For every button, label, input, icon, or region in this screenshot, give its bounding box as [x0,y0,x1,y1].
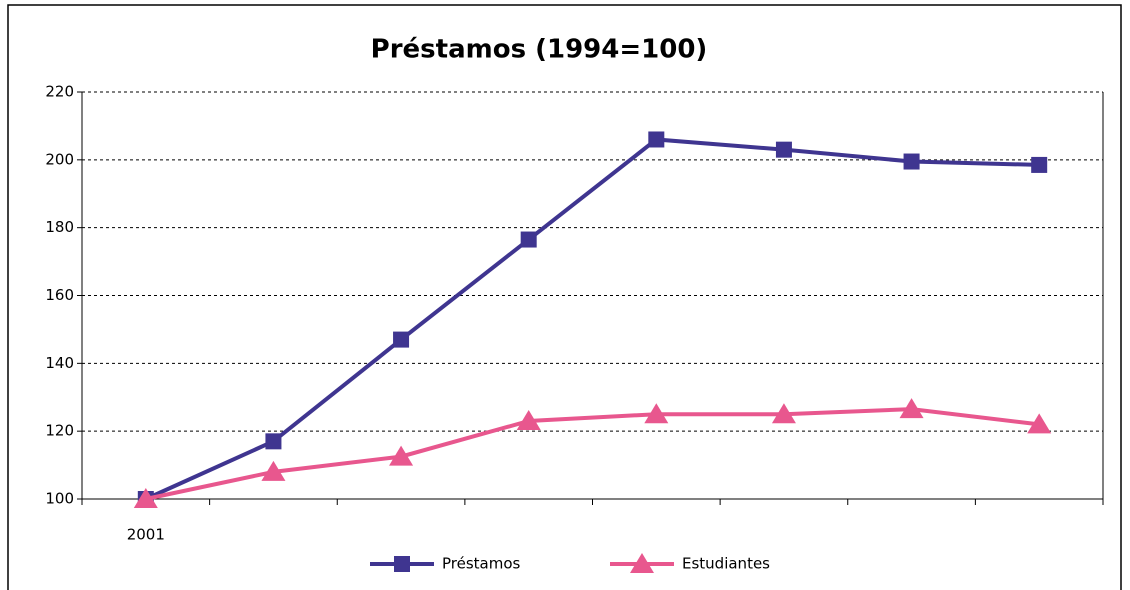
legend-label: Préstamos [442,555,521,573]
data-point [133,488,158,508]
legend-label: Estudiantes [682,555,770,573]
y-tick-label: 180 [45,218,74,236]
data-point [520,231,537,248]
x-tick-label: 2001 [127,526,165,544]
series-line [144,137,1040,501]
y-tick-label: 100 [45,490,74,508]
data-point [389,445,414,466]
data-point [516,409,541,430]
data-point [265,433,282,450]
data-point [261,460,286,481]
data-point [644,403,669,424]
y-tick-label: 220 [45,83,74,101]
data-point [899,398,924,419]
chart-title: Préstamos (1994=100) [371,35,708,65]
legend-marker [630,553,654,573]
legend-marker [394,556,410,572]
y-tick-label: 120 [45,422,74,440]
data-point [903,153,920,170]
y-tick-label: 200 [45,150,74,168]
data-point [1027,413,1052,434]
data-point [1031,156,1048,173]
data-point [775,141,792,158]
data-point [648,131,665,148]
series-line [145,407,1040,501]
y-tick-label: 140 [45,354,74,372]
data-point [771,403,796,424]
y-tick-label: 160 [45,286,74,304]
chart-border [7,4,1122,590]
data-point [393,331,410,348]
